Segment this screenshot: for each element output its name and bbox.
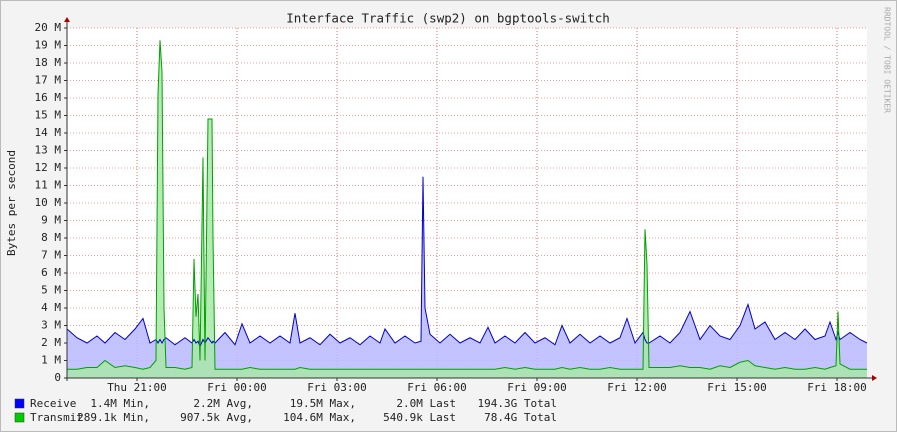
legend-stat: 2.2M Avg, [193,397,253,410]
y-tick-label: 3 M [41,319,61,332]
legend-label: Receive [30,397,76,410]
grid [67,27,867,379]
y-tick-label: 0 [54,371,61,384]
y-tick-label: 1 M [41,354,61,367]
x-arrow [872,375,877,381]
legend-stat: 194.3G Total [478,397,557,410]
y-tick-label: 9 M [41,214,61,227]
legend-stat: 2.0M Last [396,397,456,410]
y-tick-label: 5 M [41,284,61,297]
legend-stat: 78.4G Total [484,411,557,424]
legend-stat: 907.5k Avg, [180,411,253,424]
y-tick-label: 20 M [35,21,62,34]
legend-label: Transmit [30,411,83,424]
y-tick-label: 19 M [35,39,62,52]
x-tick-label: Fri 03:00 [307,381,367,394]
legend-stat: 289.1k Min, [77,411,150,424]
watermark: RRDTOOL / TOBI OETIKER [883,7,892,113]
legend-stat: 1.4M Min, [90,397,150,410]
y-tick-label: 11 M [35,179,62,192]
x-tick-label: Fri 12:00 [607,381,667,394]
y-tick-label: 13 M [35,144,62,157]
chart-title: Interface Traffic (swp2) on bgptools-swi… [286,11,610,26]
x-tick-label: Fri 06:00 [407,381,467,394]
area [67,176,867,378]
y-axis-label: Bytes per second [5,150,18,256]
y-tick-label: 16 M [35,91,62,104]
marks [66,40,868,378]
y-tick-label: 4 M [41,301,61,314]
x-tick-label: Fri 00:00 [207,381,267,394]
y-tick-label: 12 M [35,161,62,174]
x-tick-label: Fri 09:00 [507,381,567,394]
line [67,40,867,370]
y-tick-label: 17 M [35,74,62,87]
y-tick-label: 18 M [35,56,62,69]
legend-stat: 104.6M Max, [283,411,356,424]
x-tick-label: Fri 15:00 [707,381,767,394]
y-arrow [64,17,70,22]
legend-swatch [14,412,25,423]
axes [64,17,877,381]
y-tick-label: 15 M [35,109,62,122]
y-tick-label: 7 M [41,249,61,262]
legend-stat: 19.5M Max, [290,397,356,410]
y-tick-label: 6 M [41,266,61,279]
legend-stat: 540.9k Last [383,411,456,424]
x-tick-label: Fri 18:00 [807,381,867,394]
legend-swatch [14,398,25,409]
y-tick-label: 10 M [35,196,62,209]
y-tick-label: 2 M [41,336,61,349]
x-tick-label: Thu 21:00 [107,381,167,394]
y-tick-label: 8 M [41,231,61,244]
line [66,176,868,348]
y-tick-label: 14 M [35,126,62,139]
